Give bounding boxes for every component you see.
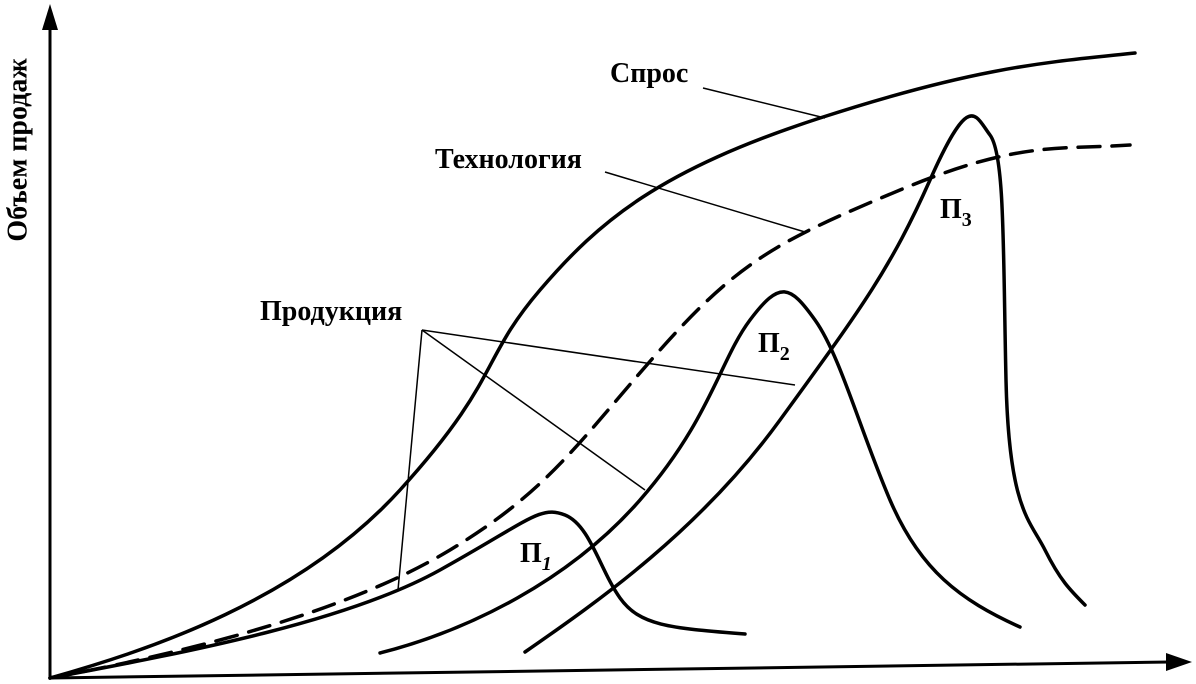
product-3-label: П3 bbox=[940, 194, 972, 231]
product-1-curve bbox=[48, 510, 747, 680]
leader-line bbox=[421, 329, 796, 386]
products-label: Продукция bbox=[260, 296, 402, 327]
product-1-label: П1 bbox=[520, 538, 552, 575]
x-arrow bbox=[1166, 653, 1192, 671]
product-2-label: П2 bbox=[758, 328, 790, 365]
demand-label: Спрос bbox=[610, 58, 688, 89]
leader-line bbox=[421, 329, 646, 491]
leader-line bbox=[397, 329, 423, 591]
product-3-curve bbox=[523, 114, 1087, 654]
y-axis-label: Объем продаж bbox=[2, 58, 33, 242]
demand-curve bbox=[48, 51, 1137, 680]
leader-line bbox=[702, 87, 826, 119]
x-axis bbox=[49, 660, 1171, 680]
product-2-curve bbox=[378, 290, 1022, 655]
technology-label: Технология bbox=[435, 144, 582, 175]
leader-line bbox=[604, 171, 806, 233]
y-arrow bbox=[42, 4, 58, 30]
technology-curve bbox=[48, 143, 1132, 680]
